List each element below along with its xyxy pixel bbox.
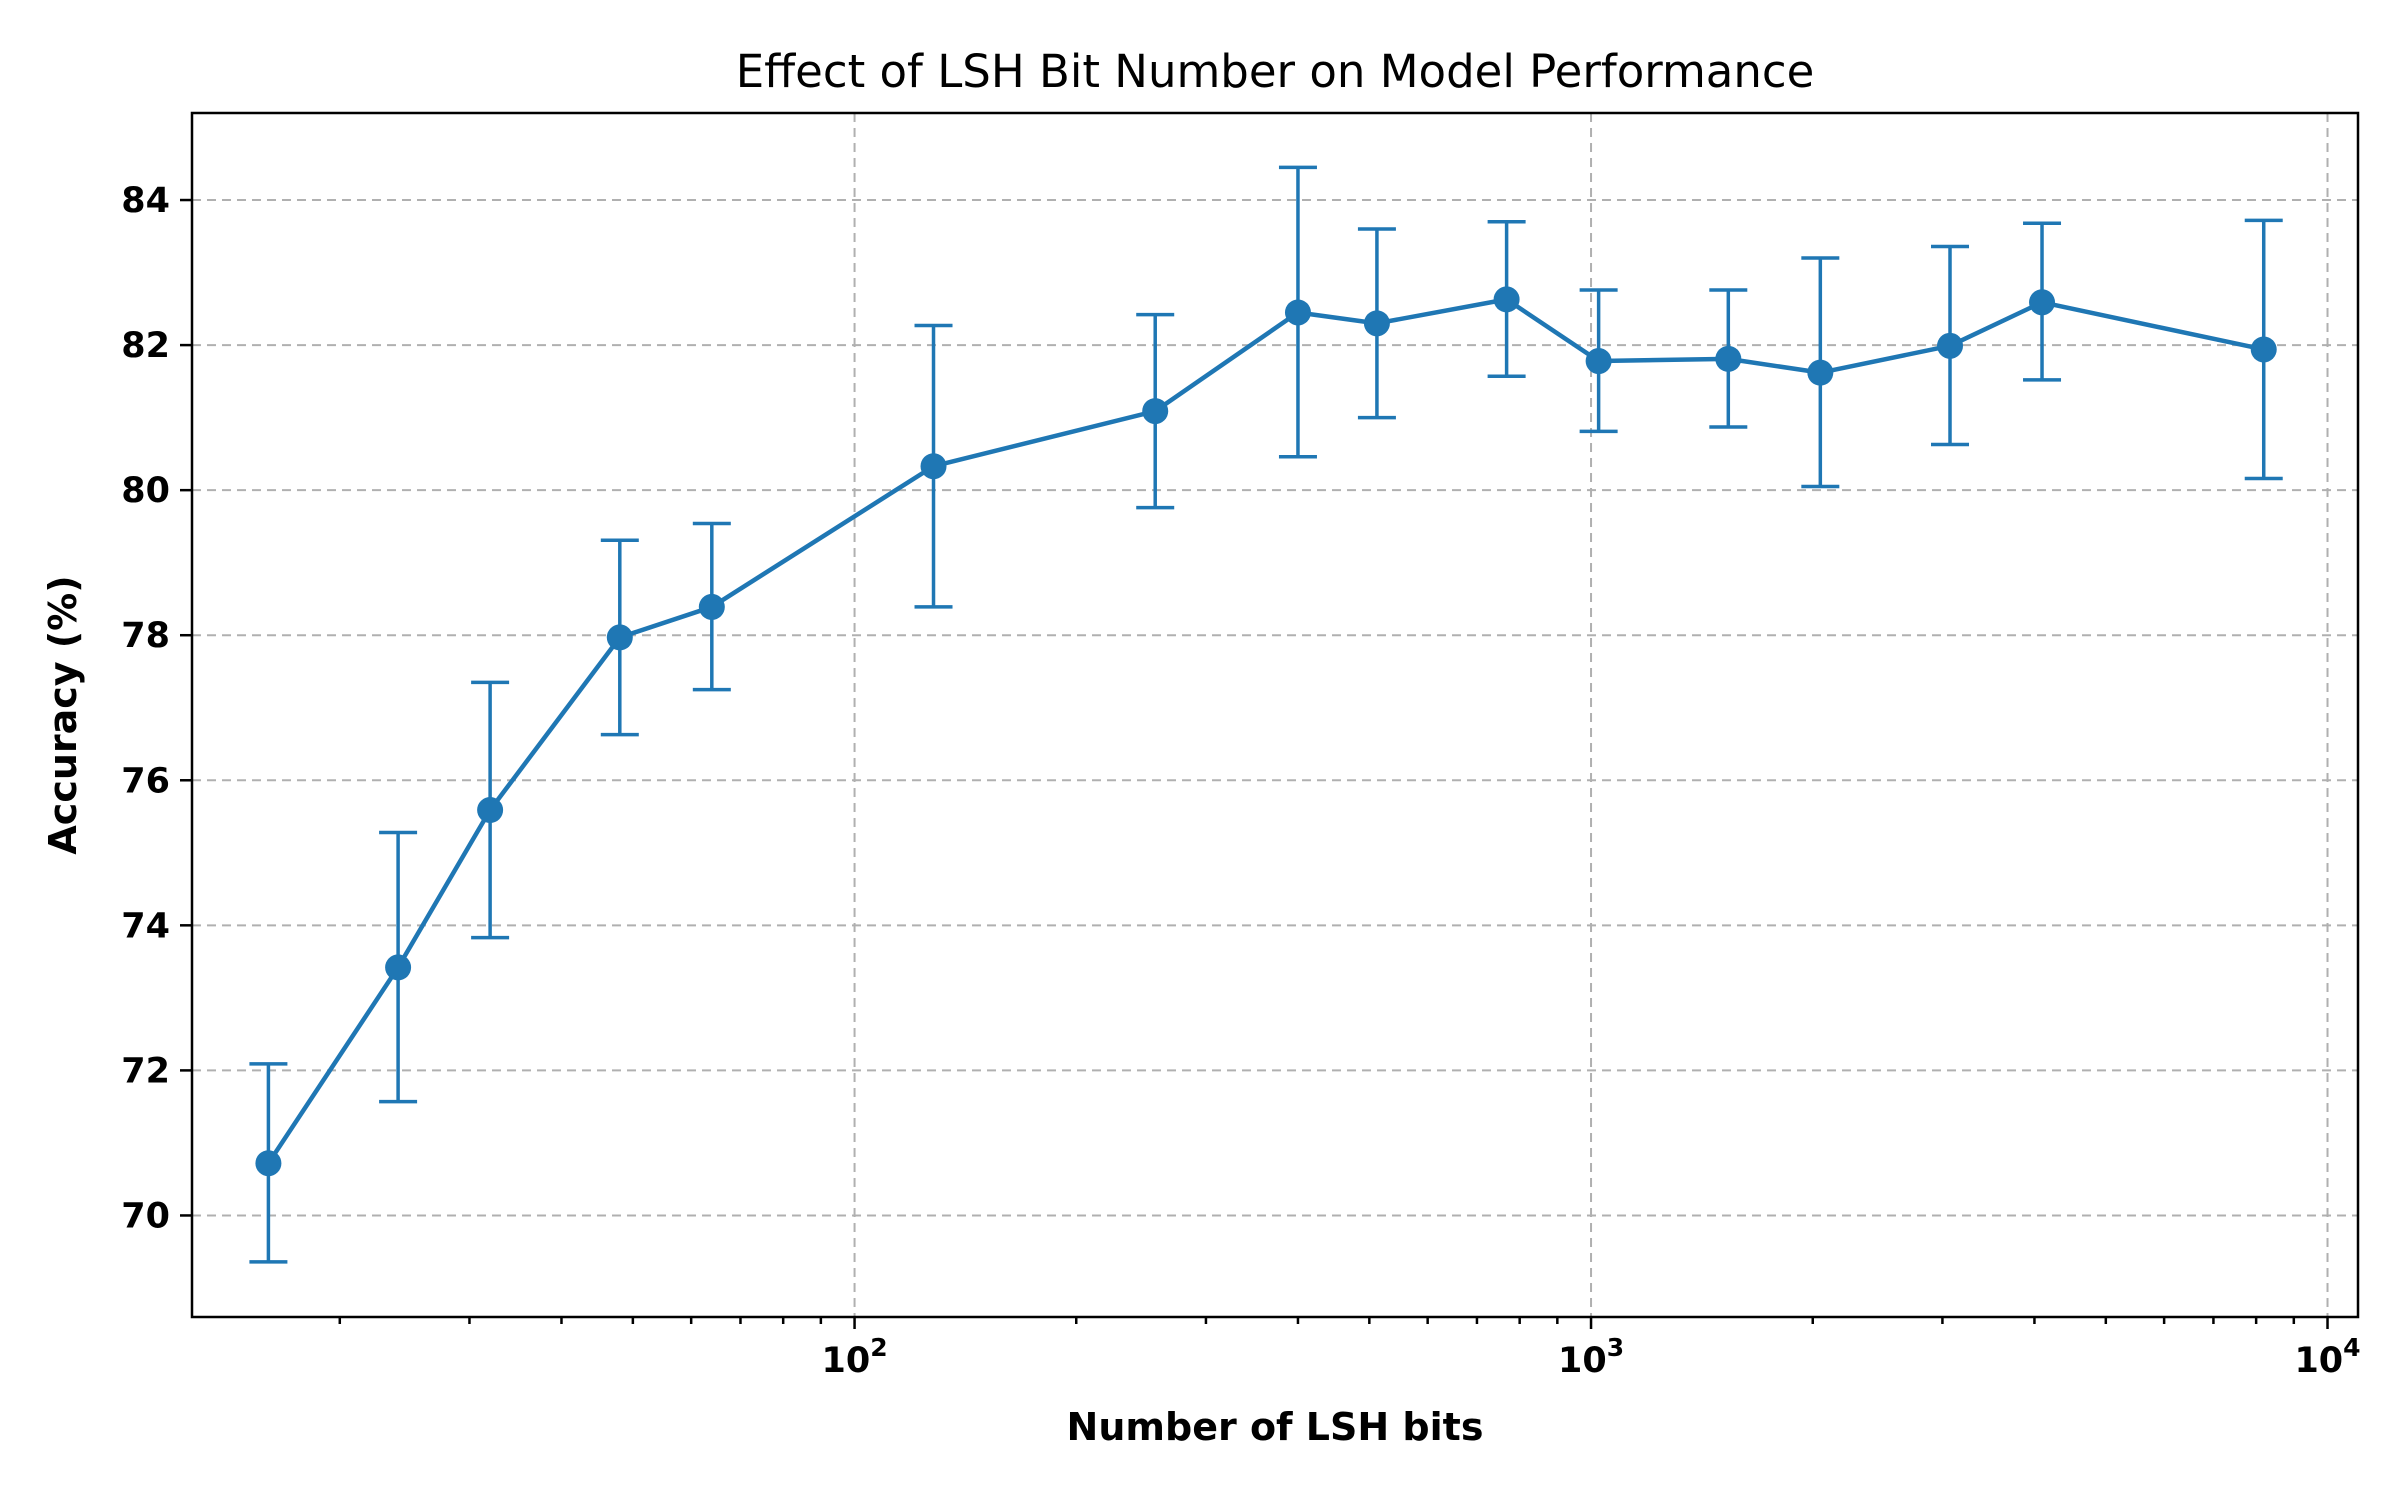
data-point: [1363, 310, 1390, 337]
y-tick-label: 70: [121, 1196, 170, 1236]
data-point: [1142, 398, 1169, 425]
data-point: [477, 797, 504, 824]
tick-labels: 70 72 74 76 78 80 82 84 102 103 104: [121, 181, 2360, 1381]
series-line: [266, 297, 2265, 1165]
chart-title: Effect of LSH Bit Number on Model Perfor…: [736, 45, 1815, 98]
data-point: [255, 1150, 282, 1177]
data-point: [1715, 345, 1742, 372]
data-point: [1937, 332, 1964, 359]
data-point: [1284, 299, 1311, 326]
data-point: [920, 453, 947, 480]
y-axis-label: Accuracy (%): [41, 575, 85, 854]
x-axis-label: Number of LSH bits: [1067, 1405, 1484, 1449]
data-point: [1807, 359, 1834, 386]
x-tick-label: 103: [1558, 1333, 1624, 1381]
y-tick-label: 78: [121, 616, 170, 656]
axis-ticks: [180, 198, 2329, 1329]
y-tick-label: 74: [121, 906, 170, 946]
plot-frame: [190, 111, 2360, 1319]
data-points: [255, 286, 2277, 1177]
data-point: [698, 593, 725, 620]
data-point: [1585, 348, 1612, 375]
data-point: [2250, 336, 2277, 363]
data-point: [2029, 289, 2056, 316]
x-tick-label: 102: [821, 1333, 887, 1381]
y-tick-label: 72: [121, 1051, 170, 1091]
data-point: [606, 624, 633, 651]
grid-lines: [192, 113, 2358, 1317]
x-tick-label: 104: [2294, 1333, 2360, 1381]
y-tick-label: 84: [121, 181, 170, 221]
series-line-group: [266, 297, 2265, 1165]
y-tick-label: 82: [121, 326, 170, 366]
data-point: [1493, 286, 1520, 313]
y-tick-label: 80: [121, 471, 170, 511]
y-tick-label: 76: [121, 761, 170, 801]
data-point: [385, 954, 412, 981]
